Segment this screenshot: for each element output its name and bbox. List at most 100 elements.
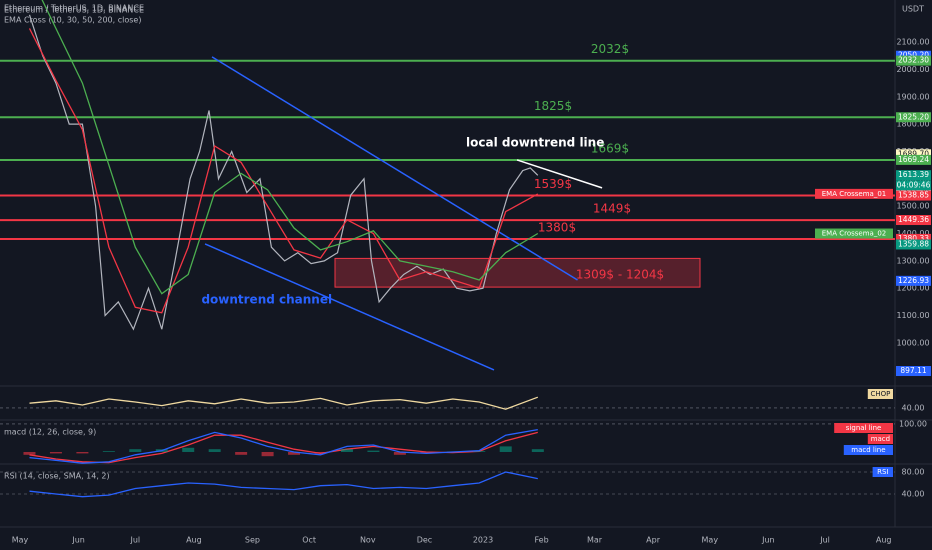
level-label: 1380$: [538, 220, 576, 234]
histogram-bar: [531, 449, 544, 452]
legend-label: CHOP: [870, 390, 890, 398]
histogram-bar: [288, 451, 301, 455]
price-label: 897.11: [900, 366, 926, 375]
x-tick-label: Nov: [360, 536, 376, 545]
level-label: 2032$: [591, 42, 629, 56]
x-tick-label: Dec: [417, 536, 432, 545]
trendline: [204, 243, 495, 371]
series-line: [29, 396, 539, 410]
histogram-bar: [49, 451, 62, 454]
price-label: 2050.20: [898, 51, 929, 60]
price-label: 1380.33: [898, 234, 929, 243]
histogram-bar: [235, 451, 248, 455]
pane-title: RSI (14, close, SMA, 14, 2): [4, 472, 110, 481]
legend-label: EMA Crossema_02: [822, 230, 887, 238]
histogram-bar: [420, 451, 433, 454]
price-label-box: [896, 366, 931, 377]
legend-label: macd: [871, 435, 890, 443]
x-tick-label: Jun: [761, 536, 775, 545]
series-line: [29, 471, 538, 498]
trendline: [211, 56, 578, 281]
legend-badge: [815, 188, 893, 199]
y-tick-label: 40.00: [902, 403, 925, 412]
x-tick-label: 2023: [473, 536, 493, 545]
x-tick-label: Apr: [646, 536, 661, 545]
x-tick-label: Jul: [819, 536, 830, 545]
x-tick-label: Jul: [129, 536, 140, 545]
pane-title: macd (12, 26, close, 9): [4, 428, 96, 437]
zone-label: 1309$ - 1204$: [576, 267, 664, 281]
level-label: 1825$: [534, 99, 572, 113]
price-label-box: [896, 233, 931, 244]
histogram-bar: [499, 446, 512, 452]
y-tick-label: 2000.00: [896, 65, 929, 74]
price-label: 1669.24: [898, 155, 929, 164]
legend-badge: [815, 228, 893, 239]
y-tick-label: 1500.00: [896, 202, 929, 211]
histogram-bar: [102, 451, 115, 452]
x-tick-label: Feb: [535, 536, 549, 545]
price-label-box: [896, 190, 931, 201]
x-tick-label: Aug: [876, 536, 892, 545]
y-tick-label: 1400.00: [896, 229, 929, 238]
legend-label: EMA Crossema_01: [822, 190, 887, 198]
chart-title: Ethereum / TetherUS, 1D, BINANCE: [4, 4, 144, 13]
histogram-bar: [473, 451, 486, 452]
x-tick-label: Oct: [302, 536, 316, 545]
legend-badge: [867, 389, 893, 399]
legend-label: RSI: [877, 468, 888, 476]
histogram-bar: [261, 451, 274, 457]
x-tick-label: May: [702, 536, 719, 545]
y-tick-label: 40.00: [902, 489, 925, 498]
y-tick-label: 1200.00: [896, 284, 929, 293]
price-line: [28, 14, 539, 331]
price-label-box: [896, 170, 931, 181]
y-tick-label: 1000.00: [896, 338, 929, 347]
y-tick-label: 1900.00: [896, 92, 929, 101]
trendline: [516, 159, 603, 189]
price-label-box: [896, 112, 931, 123]
price-label: 1689.70: [898, 149, 929, 158]
histogram-bar: [129, 449, 142, 452]
x-tick-label: Aug: [186, 536, 202, 545]
legend-badge: [867, 434, 893, 444]
histogram-bar: [314, 451, 327, 454]
countdown-box: [896, 180, 931, 191]
price-label-box: [896, 154, 931, 165]
histogram-bar: [182, 447, 195, 452]
x-tick-label: Mar: [587, 536, 603, 545]
y-tick-label: 2100.00: [896, 38, 929, 47]
annotation: local downtrend line: [466, 136, 604, 150]
legend-badge: [872, 467, 893, 477]
unit-label: USDT: [902, 5, 924, 14]
series-line: [29, 428, 538, 464]
legend-label: macd line: [851, 446, 885, 454]
y-tick-label: 80.00: [902, 467, 925, 476]
histogram-bar: [208, 449, 221, 452]
price-label: 1538.85: [898, 191, 929, 200]
price-label-box: [896, 215, 931, 226]
price-pane: 1309$ - 1204$ 2032$ 1825$ 1669$ 1539$ 1449$ 13…: [0, 0, 895, 371]
price-label: 1359.88: [898, 239, 929, 248]
x-tick-label: May: [12, 536, 29, 545]
price-label: 2032.30: [898, 56, 929, 65]
legend-badge: [834, 423, 893, 433]
series-line: [28, 28, 539, 314]
pane-title: Ethereum / TetherUS, 1D, BINANCE: [4, 6, 144, 15]
level-label: 1669$: [591, 141, 629, 155]
price-label: 1613.39: [898, 170, 929, 179]
level-label: 1539$: [534, 177, 572, 191]
y-tick-label: 1300.00: [896, 256, 929, 265]
price-label: 1825.20: [898, 112, 929, 121]
price-label: 1226.93: [898, 276, 929, 285]
countdown: 04:09:46: [897, 180, 931, 189]
y-tick-label: 1100.00: [896, 311, 929, 320]
price-label-box: [896, 275, 931, 286]
price-label-box: [896, 149, 931, 160]
histogram-bar: [340, 449, 353, 452]
histogram-bar: [367, 450, 380, 452]
price-label-box: [896, 55, 931, 66]
x-tick-label: Sep: [245, 536, 260, 545]
